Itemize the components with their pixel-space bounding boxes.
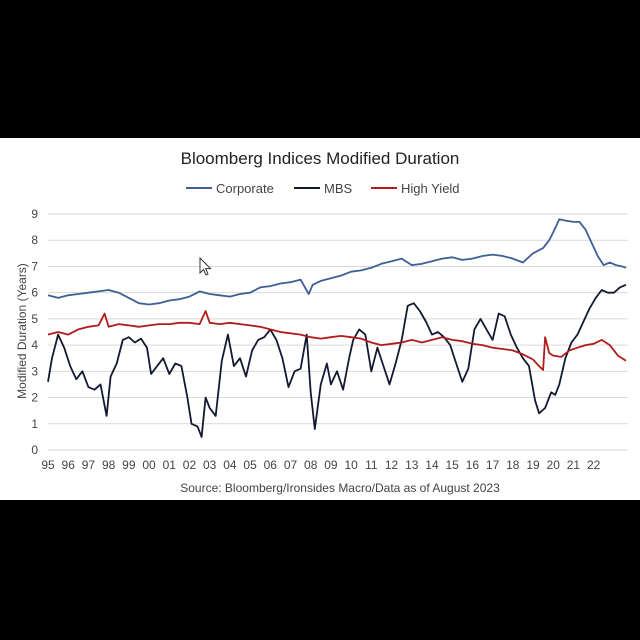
x-axis-ticks: 95 96 97 98 99 00 01 02 03 04 05 06 07 08 09 10 11 12 13 14… <box>41 458 600 472</box>
series-line-mbs <box>47 283 627 438</box>
y-tick-label: 3 <box>31 364 38 378</box>
x-tick-label: 06 <box>264 458 278 472</box>
y-tick-label: 2 <box>31 391 38 405</box>
x-tick-label: 09 <box>324 458 338 472</box>
x-tick-label: 07 <box>284 458 298 472</box>
y-tick-label: 4 <box>31 338 38 352</box>
source-note: Source: Bloomberg/Ironsides Macro/Data a… <box>180 481 500 495</box>
mouse-cursor-icon <box>199 257 212 276</box>
y-tick-label: 0 <box>31 443 38 457</box>
x-tick-label: 12 <box>385 458 399 472</box>
x-tick-label: 15 <box>446 458 460 472</box>
series-line-high-yield <box>47 310 627 371</box>
chart-panel: Bloomberg Indices Modified Duration Corp… <box>0 138 640 500</box>
x-tick-label: 18 <box>506 458 520 472</box>
y-axis-ticks: 0 1 2 3 4 5 6 7 8 9 <box>31 207 38 457</box>
gridlines <box>48 213 628 451</box>
legend: Corporate MBS High Yield <box>186 181 460 196</box>
y-tick-label: 1 <box>31 417 38 431</box>
x-tick-label: 10 <box>344 458 358 472</box>
x-tick-label: 97 <box>82 458 96 472</box>
x-tick-label: 96 <box>62 458 76 472</box>
x-tick-label: 21 <box>567 458 581 472</box>
x-tick-label: 03 <box>203 458 217 472</box>
y-tick-label: 5 <box>31 312 38 326</box>
x-tick-label: 08 <box>304 458 318 472</box>
x-tick-label: 00 <box>142 458 156 472</box>
series-line-corporate <box>47 218 627 306</box>
legend-label: MBS <box>324 181 353 196</box>
x-tick-label: 17 <box>486 458 500 472</box>
y-tick-label: 8 <box>31 233 38 247</box>
x-tick-label: 20 <box>547 458 561 472</box>
y-tick-label: 9 <box>31 207 38 221</box>
series-lines <box>47 218 627 438</box>
legend-label: Corporate <box>216 181 274 196</box>
x-tick-label: 16 <box>466 458 480 472</box>
line-chart: Bloomberg Indices Modified Duration Corp… <box>15 149 628 495</box>
y-tick-label: 6 <box>31 286 38 300</box>
y-axis-label: Modified Duration (Years) <box>15 263 29 399</box>
x-tick-label: 04 <box>223 458 237 472</box>
x-tick-label: 98 <box>102 458 116 472</box>
y-tick-label: 7 <box>31 259 38 273</box>
x-tick-label: 99 <box>122 458 136 472</box>
chart-title: Bloomberg Indices Modified Duration <box>181 149 460 168</box>
x-tick-label: 05 <box>243 458 257 472</box>
x-tick-label: 13 <box>405 458 419 472</box>
x-tick-label: 01 <box>163 458 177 472</box>
x-tick-label: 14 <box>425 458 439 472</box>
x-tick-label: 95 <box>41 458 55 472</box>
x-tick-label: 22 <box>587 458 601 472</box>
x-tick-label: 02 <box>183 458 197 472</box>
x-tick-label: 19 <box>526 458 540 472</box>
x-tick-label: 11 <box>365 458 378 472</box>
legend-label: High Yield <box>401 181 460 196</box>
